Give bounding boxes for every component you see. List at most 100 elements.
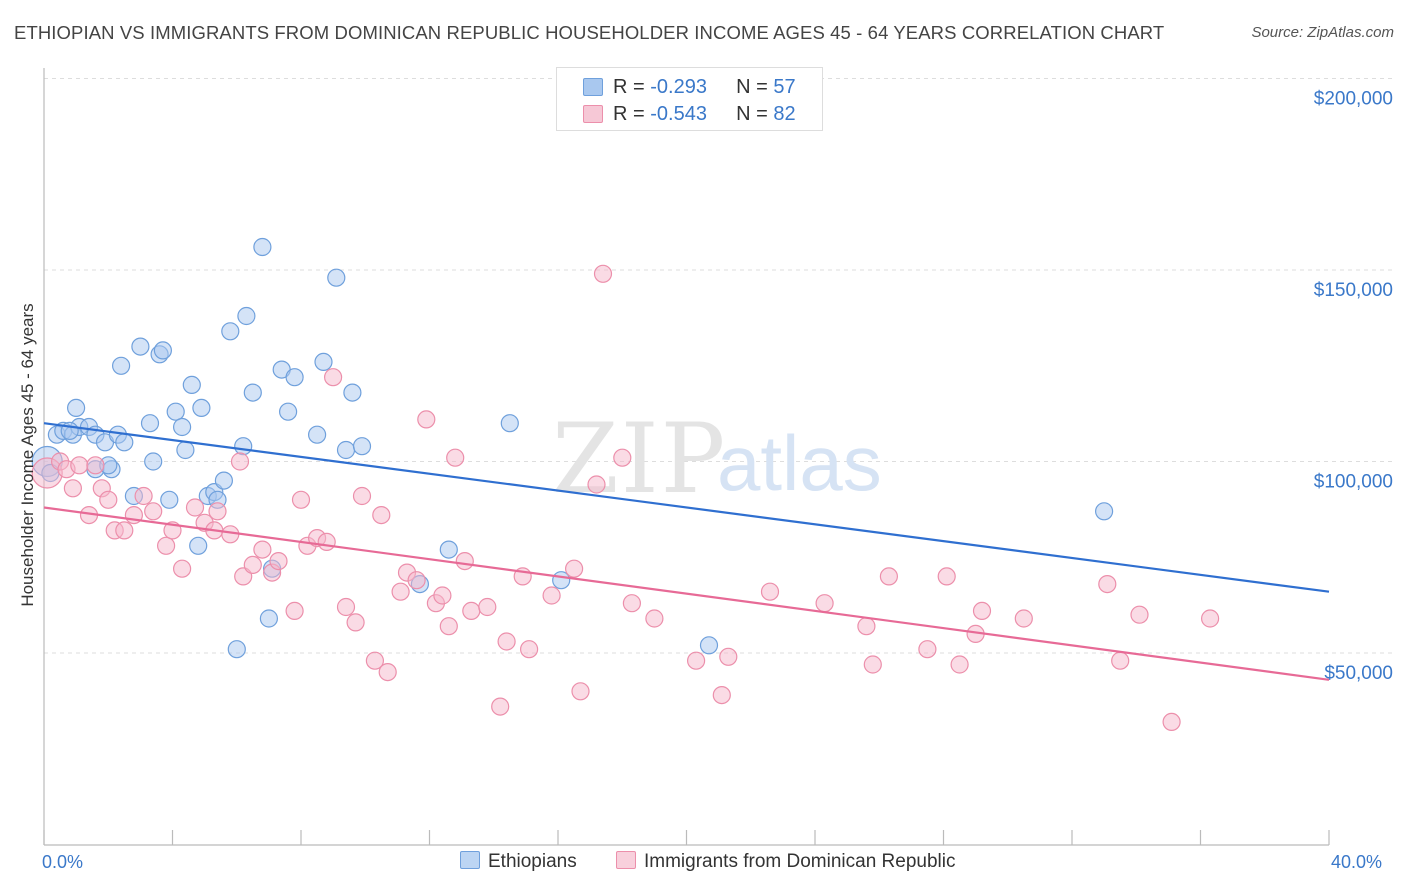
- dominican-point: [1111, 651, 1130, 670]
- ethiopian-point: [182, 375, 201, 394]
- ethiopian-point: [173, 417, 192, 437]
- x-tick-label-max: 40.0%: [1331, 852, 1383, 872]
- legend-n-value: 82: [773, 103, 796, 125]
- ethiopian-point: [285, 368, 304, 387]
- ethiopian-point: [227, 640, 246, 659]
- ethiopian-point: [140, 414, 160, 433]
- ethiopian-point: [314, 352, 333, 371]
- ethiopian-point: [66, 398, 86, 417]
- ethiopian-point: [192, 398, 211, 417]
- y-tick-label: $50,000: [1324, 663, 1393, 684]
- dominican-point: [918, 640, 937, 659]
- ethiopian-point: [111, 356, 131, 375]
- dominican-point: [542, 586, 561, 605]
- legend-swatch-blue: [583, 78, 603, 96]
- ethiopian-point: [439, 540, 458, 559]
- bottom-legend-ethiopians: Ethiopians: [460, 851, 577, 873]
- dominican-point: [378, 662, 397, 682]
- dominican-point: [863, 655, 882, 674]
- ethiopian-point: [699, 636, 719, 655]
- dominican-point: [587, 475, 606, 494]
- dominican-point: [1130, 605, 1149, 624]
- source-label: Source: ZipAtlas.com: [1251, 24, 1394, 41]
- data-points: [31, 237, 1220, 732]
- dominican-point: [63, 479, 83, 498]
- bottom-legend-swatch-blue: [460, 851, 480, 869]
- dominican-point: [243, 555, 262, 575]
- dominican-point: [497, 632, 516, 651]
- dominican-point: [391, 582, 410, 601]
- dominican-point: [317, 532, 336, 552]
- dominican-point: [645, 609, 664, 628]
- ethiopian-point: [189, 536, 208, 555]
- ethiopian-trend-line: [43, 422, 1330, 593]
- dominican-point: [622, 594, 642, 613]
- dominican-point: [446, 448, 465, 467]
- legend-r-value: -0.293: [650, 76, 707, 98]
- dominican-point: [365, 651, 384, 670]
- ethiopian-point: [243, 383, 262, 402]
- dominican-point: [439, 617, 458, 636]
- zipatlas-watermark: ZIP atlas: [552, 403, 882, 515]
- dominican-point: [372, 505, 391, 525]
- ethiopian-point: [308, 425, 327, 444]
- dominican-point: [86, 456, 105, 475]
- ethiopian-point: [343, 383, 362, 402]
- legend-r-label: R =: [613, 103, 651, 125]
- ethiopian-point: [336, 440, 356, 460]
- trend-lines: [43, 422, 1330, 681]
- ethiopian-point: [115, 433, 134, 452]
- ethiopian-point: [234, 437, 253, 456]
- dominican-trend-line: [43, 506, 1330, 681]
- x-tick-label-min: 0.0%: [42, 852, 84, 872]
- chart-title: ETHIOPIAN VS IMMIGRANTS FROM DOMINICAN R…: [14, 22, 1165, 43]
- bottom-legend-label: Ethiopians: [488, 851, 577, 872]
- legend-n-value: 57: [773, 76, 796, 98]
- dominican-point: [519, 640, 539, 659]
- ethiopian-point: [259, 609, 278, 628]
- dominican-point: [1200, 609, 1220, 628]
- dominican-point: [815, 594, 834, 613]
- ethiopian-point: [153, 341, 172, 360]
- dominican-point: [407, 571, 426, 590]
- ethiopian-point: [253, 237, 272, 257]
- y-tick-label: $150,000: [1314, 280, 1393, 301]
- ethiopian-point: [176, 440, 195, 460]
- dominican-point: [285, 601, 304, 621]
- ethiopian-point: [144, 452, 163, 471]
- dominican-point: [346, 613, 365, 632]
- watermark-atlas: atlas: [717, 419, 882, 507]
- dominican-point: [593, 264, 613, 283]
- dominican-point: [1098, 574, 1117, 594]
- legend-n-label: N =: [736, 76, 774, 98]
- legend-swatch-pink: [583, 105, 603, 123]
- y-tick-label: $100,000: [1314, 472, 1393, 493]
- ethiopian-point: [160, 490, 179, 509]
- ethiopian-point: [131, 337, 150, 356]
- ethiopian-point: [221, 322, 240, 341]
- legend-n-label: N =: [736, 103, 774, 125]
- ethiopian-point: [166, 402, 185, 421]
- dominican-point: [972, 601, 992, 621]
- legend-r-label: R =: [613, 76, 651, 98]
- dominican-point: [352, 486, 372, 506]
- dominican-point: [134, 486, 153, 506]
- ethiopian-point: [214, 471, 233, 490]
- ethiopian-point: [279, 402, 298, 421]
- dominican-point: [1014, 609, 1033, 628]
- dominican-point: [491, 697, 510, 716]
- dominican-point: [144, 502, 163, 521]
- dominican-point: [230, 452, 250, 471]
- watermark-zip: ZIP: [552, 403, 727, 515]
- dominican-point: [478, 597, 497, 617]
- dominican-point: [208, 502, 227, 521]
- ethiopian-point: [1094, 502, 1114, 521]
- bottom-legend-swatch-pink: [616, 851, 636, 869]
- dominican-point: [613, 448, 632, 467]
- dominican-point: [1162, 712, 1181, 732]
- ethiopian-point: [352, 437, 372, 456]
- dominican-point: [185, 498, 205, 517]
- dominican-point: [291, 490, 311, 509]
- legend-r-value: -0.543: [650, 103, 707, 125]
